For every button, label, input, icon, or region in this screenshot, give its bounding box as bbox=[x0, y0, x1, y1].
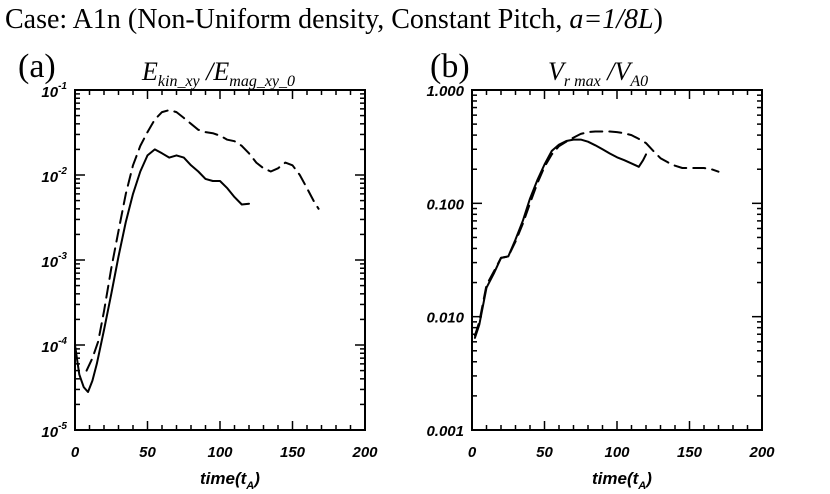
title-prefix: Case: A1n (Non-Uniform density, Constant… bbox=[5, 4, 569, 35]
panel-b-series-dashed bbox=[473, 130, 720, 337]
panel-a-ytick-label: 10-1 bbox=[41, 81, 67, 101]
panel-b-letter: (b) bbox=[430, 48, 470, 85]
panel-a-xtick-label: 50 bbox=[139, 444, 156, 461]
figure-title: Case: A1n (Non-Uniform density, Constant… bbox=[5, 4, 663, 35]
title-suffix: ) bbox=[654, 4, 663, 35]
panel-a-series-solid bbox=[74, 148, 250, 393]
panel-a-xtick-label: 150 bbox=[280, 444, 306, 461]
panel-b-series-solid bbox=[473, 138, 647, 339]
panel-b-xtick-label: 100 bbox=[604, 444, 630, 461]
title-param: a=1/8L bbox=[569, 4, 653, 35]
panel-a-title: Ekin_xy /Emag_xy_0 bbox=[141, 57, 295, 90]
panel-b-ytick-label: 0.010 bbox=[426, 310, 464, 327]
panel-a-ytick-label: 10-3 bbox=[41, 251, 67, 271]
panel-b-xtick-label: 50 bbox=[536, 444, 553, 461]
panel-b-xlabel: time(tA) bbox=[592, 469, 652, 492]
panel-a-marks: 0 50 100 150 200 10-5 10-4 10-3 10-2 10-1 bbox=[41, 81, 378, 461]
panel-a-xtick-label: 100 bbox=[207, 444, 233, 461]
panel-b-ytick-label: 1.000 bbox=[426, 83, 464, 100]
panel-b-title: Vr max /VA0 bbox=[548, 57, 648, 90]
panel-b-ytick-label: 0.100 bbox=[426, 196, 464, 213]
panel-a-ytick-label: 10-5 bbox=[41, 421, 67, 441]
panel-b-plot-area bbox=[471, 89, 763, 431]
panel-a-ytick-label: 10-2 bbox=[41, 166, 67, 186]
panel-b-xtick-label: 200 bbox=[748, 444, 775, 461]
panel-a-letter: (a) bbox=[18, 48, 56, 85]
panel-a-xtick-label: 0 bbox=[71, 444, 80, 461]
panel-b-xtick-label: 0 bbox=[468, 444, 477, 461]
panel-b-xtick-label: 150 bbox=[677, 444, 703, 461]
panel-b-marks: 0 50 100 150 200 0.001 0.010 0.100 1.000 bbox=[426, 83, 775, 461]
panel-a-ytick-label: 10-4 bbox=[41, 336, 67, 356]
panel-a-xtick-label: 200 bbox=[351, 444, 378, 461]
panel-a-series-dashed bbox=[85, 109, 320, 372]
panel-a-xlabel: time(tA) bbox=[200, 469, 260, 492]
panel-b-ytick-label: 0.001 bbox=[426, 423, 464, 440]
